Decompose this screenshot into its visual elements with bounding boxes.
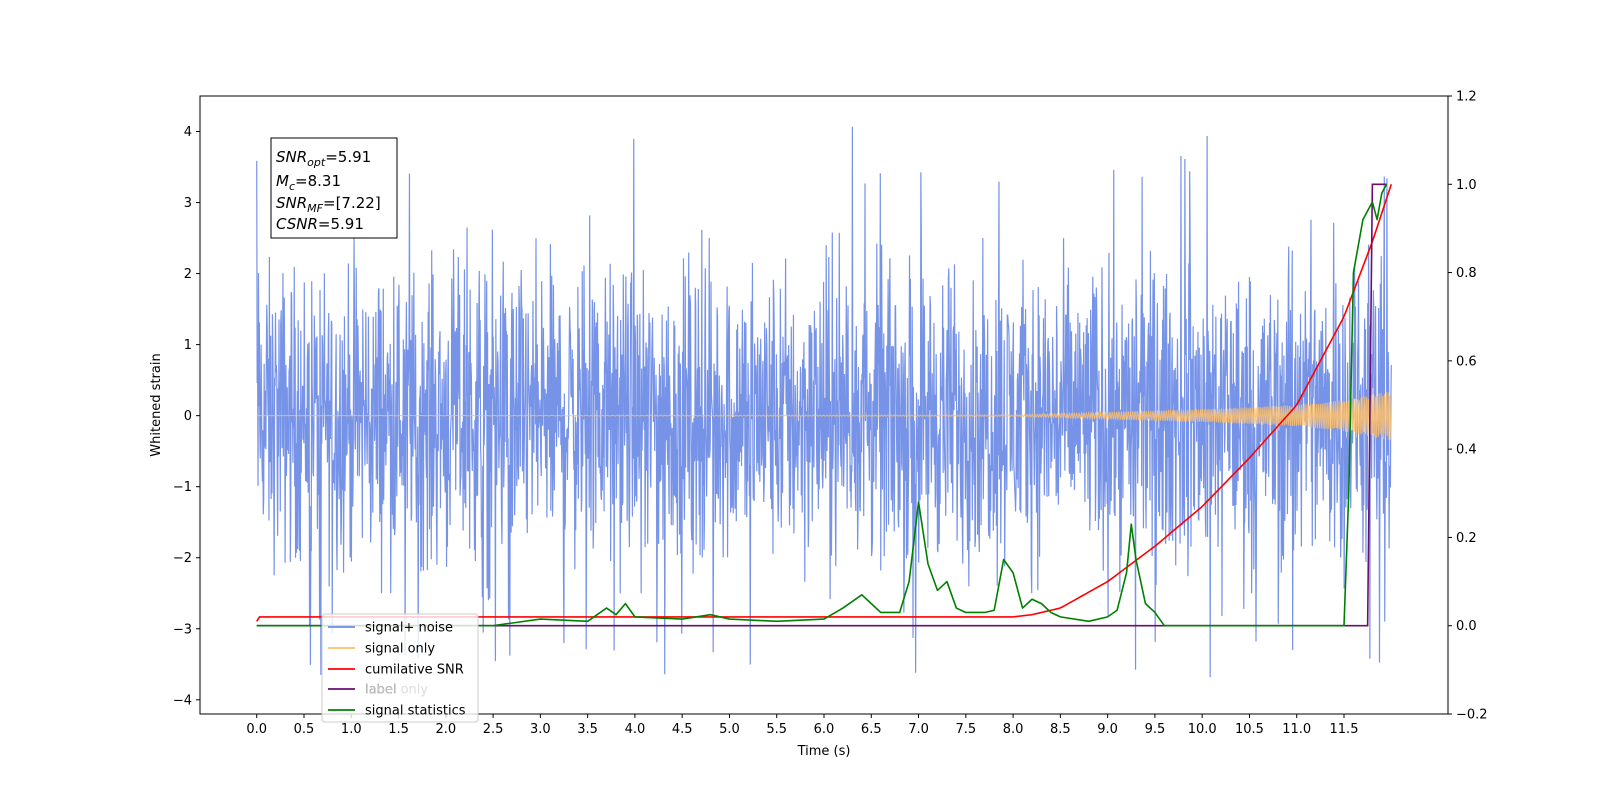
x-tick-label: 3.5 <box>577 722 598 737</box>
y-left-tick-label: −1 <box>173 480 192 495</box>
x-tick-label: 1.0 <box>341 722 362 737</box>
x-tick-label: 4.5 <box>672 722 693 737</box>
annotation-line: Mc=8.31 <box>276 172 341 193</box>
series-signal-only-line <box>256 391 1392 440</box>
legend-entry-label-only: label only <box>365 683 428 698</box>
y-axis-left-ticks: 4 3 2 1 0 −1 −2 −3 −4 <box>173 125 200 708</box>
x-axis-ticks: 0.0 0.5 1.0 1.5 2.0 2.5 3.0 3.5 4.0 4.5 5.0 5.5 6.0 6… <box>246 714 1358 737</box>
x-tick-label: 10.5 <box>1235 722 1264 737</box>
y-right-tick-label: 1.2 <box>1456 90 1477 105</box>
y-axis-right-ticks: 1.2 1.0 0.8 0.6 0.4 0.2 0.0 −0.2 <box>1448 90 1488 723</box>
legend-entry-label: label <box>365 683 396 698</box>
x-tick-label: 2.0 <box>435 722 456 737</box>
y-right-tick-label: 0.2 <box>1456 531 1477 546</box>
annotation-line: SNRMF=[7.22] <box>276 194 381 215</box>
y-left-tick-label: −3 <box>173 622 192 637</box>
x-tick-label: 9.0 <box>1097 722 1118 737</box>
legend-entry-signal-only: signal only <box>365 642 435 657</box>
x-tick-label: 0.0 <box>246 722 267 737</box>
y-right-tick-label: −0.2 <box>1456 708 1488 723</box>
y-axis-left-label: Whitened strain <box>149 353 164 456</box>
x-tick-label: 5.0 <box>719 722 740 737</box>
x-tick-label: 9.5 <box>1145 722 1166 737</box>
y-right-tick-label: 0.4 <box>1456 443 1477 458</box>
series-signal-statistics-line <box>256 183 1388 627</box>
y-left-tick-label: 4 <box>184 125 192 140</box>
x-tick-label: 11.5 <box>1330 722 1359 737</box>
x-tick-label: 3.0 <box>530 722 551 737</box>
annotation-box-frame <box>270 137 398 239</box>
x-tick-label: 7.5 <box>955 722 976 737</box>
x-tick-label: 7.0 <box>908 722 929 737</box>
x-tick-label: 11.0 <box>1282 722 1311 737</box>
y-right-tick-label: 0.8 <box>1456 266 1477 281</box>
y-left-tick-label: 3 <box>184 196 192 211</box>
x-axis-label: Time (s) <box>797 744 851 759</box>
legend: signal+ noise signal only cumilative SNR la… <box>321 613 479 723</box>
annotation-line: SNRopt=5.91 <box>276 148 371 169</box>
legend-entry-signal-noise: signal+ noise <box>365 621 453 636</box>
x-tick-label: 4.0 <box>625 722 646 737</box>
legend-entry-signal-statistics: signal statistics <box>365 704 466 719</box>
y-right-tick-label: 0.6 <box>1456 354 1477 369</box>
y-right-tick-label: 0.0 <box>1456 619 1477 634</box>
y-left-tick-label: −2 <box>173 551 192 566</box>
x-tick-label: 10.0 <box>1188 722 1217 737</box>
y-left-tick-label: 1 <box>184 338 192 353</box>
x-tick-label: 8.5 <box>1050 722 1071 737</box>
x-tick-label: 5.5 <box>766 722 787 737</box>
y-left-tick-label: 0 <box>184 409 192 424</box>
y-left-tick-label: 2 <box>184 267 192 282</box>
y-right-tick-label: 1.0 <box>1456 178 1477 193</box>
x-tick-label: 6.5 <box>861 722 882 737</box>
x-tick-label: 1.5 <box>388 722 409 737</box>
legend-frame <box>321 613 479 723</box>
x-tick-label: 6.0 <box>814 722 835 737</box>
x-tick-label: 8.0 <box>1003 722 1024 737</box>
annotation-line: CSNR=5.91 <box>276 215 364 233</box>
x-tick-label: 0.5 <box>294 722 315 737</box>
y-left-tick-label: −4 <box>173 693 192 708</box>
legend-entry-cumilative-snr: cumilative SNR <box>365 663 464 678</box>
x-tick-label: 2.5 <box>483 722 504 737</box>
series-label-line <box>256 183 1387 627</box>
